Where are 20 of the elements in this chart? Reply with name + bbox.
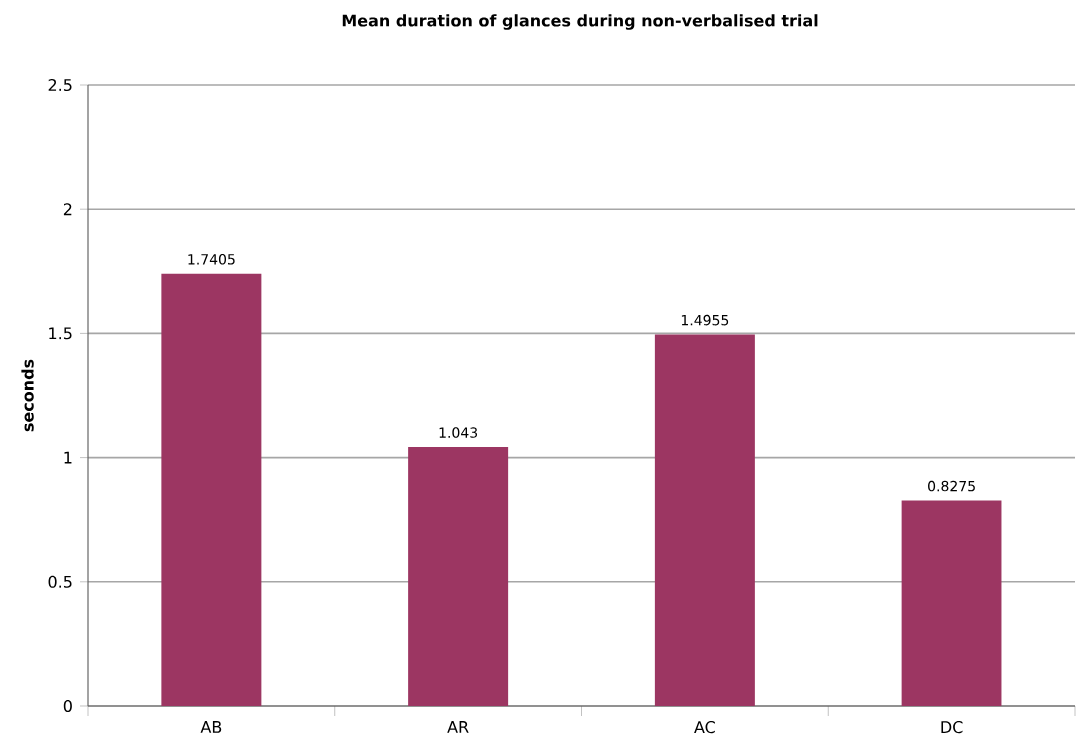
bar [161,273,262,706]
x-tick-label: AB [200,721,222,733]
data-label: 0.8275 [928,480,975,492]
bar [408,446,509,706]
y-axis-title: seconds [21,359,34,432]
bar [901,500,1002,706]
y-tick-label: 2.5 [48,78,72,92]
chart-title: Mean duration of glances during non-verbalised trial [342,14,818,30]
y-tick-label: 1 [64,451,72,464]
data-label: 1.043 [439,427,478,438]
x-tick-label: AR [447,721,469,733]
bar [654,334,755,706]
x-tick-label: DC [941,721,963,734]
y-tick-label: 0 [63,699,72,713]
y-tick-label: 1.5 [49,327,72,340]
y-tick-label: 2 [63,203,72,216]
x-tick-label: AC [694,721,715,734]
data-label: 1.4955 [681,314,729,326]
y-tick-label: 0.5 [48,575,72,588]
data-label: 1.7405 [188,254,235,265]
